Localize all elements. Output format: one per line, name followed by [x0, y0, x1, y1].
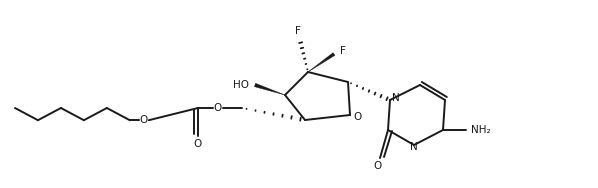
Text: HO: HO	[233, 80, 249, 90]
Text: O: O	[374, 161, 382, 171]
Text: N: N	[392, 93, 400, 103]
Text: O: O	[353, 112, 361, 122]
Text: O: O	[214, 103, 222, 113]
Polygon shape	[254, 83, 285, 95]
Text: N: N	[410, 142, 418, 152]
Text: NH₂: NH₂	[471, 125, 491, 135]
Text: O: O	[140, 115, 148, 125]
Text: F: F	[295, 26, 301, 36]
Text: F: F	[340, 46, 346, 56]
Text: O: O	[194, 139, 202, 149]
Polygon shape	[308, 53, 335, 72]
